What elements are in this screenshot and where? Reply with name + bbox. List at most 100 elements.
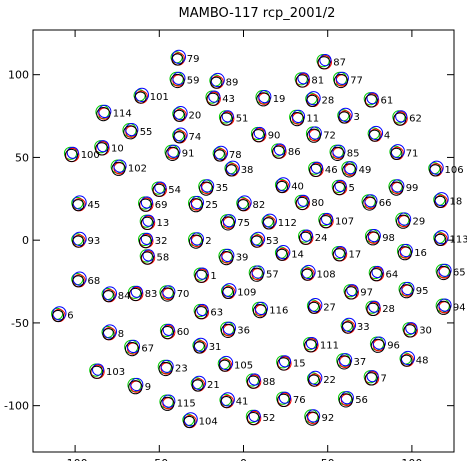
channel-label-24: 24 [315,233,328,244]
channel-label-23: 23 [175,364,188,375]
beam-circle-35-3 [199,181,214,196]
channel-label-95: 95 [416,286,429,297]
beam-circle-75-3 [220,216,236,231]
beam-circle-103-2 [92,363,105,376]
channel-label-15: 15 [293,359,306,370]
beam-circle-27-3 [307,301,320,314]
channel-label-103: 103 [106,367,125,378]
channel-label-37: 37 [354,357,367,368]
channel-label-5: 5 [349,183,355,194]
channel-label-77: 77 [350,76,363,87]
channel-label-101: 101 [150,92,169,103]
beam-circle-21-3 [191,379,204,392]
channel-label-16: 16 [414,248,427,259]
channel-label-27: 27 [323,302,336,313]
beam-circle-60-3 [160,326,174,340]
beam-circle-13-3 [140,216,154,230]
channel-label-93: 93 [88,236,101,247]
beam-circle-22-3 [307,374,320,387]
beam-circle-63-2 [196,303,209,317]
beam-circle-19-2 [258,90,272,104]
beam-circle-68-3 [72,275,85,288]
channel-label-94: 94 [453,302,466,313]
channel-label-45: 45 [88,200,101,211]
beam-circle-64-3 [369,268,383,282]
beam-circle-90-3 [251,129,265,143]
channel-label-89: 89 [226,77,239,88]
beam-circle-14-3 [275,248,288,261]
channel-label-98: 98 [382,233,395,244]
beam-circle-61-2 [366,92,379,105]
beam-circle-17-2 [334,246,347,259]
beam-circle-36-2 [222,321,236,335]
channel-label-70: 70 [177,289,190,300]
channel-label-109: 109 [237,288,256,299]
beam-circle-77-2 [335,71,349,85]
beam-circle-80-3 [295,196,309,211]
channel-label-92: 92 [322,413,335,424]
beam-circle-114-3 [96,107,111,122]
channel-label-91: 91 [182,149,195,160]
beam-circle-115-2 [162,394,176,408]
beam-circle-3-3 [338,111,351,124]
channel-label-99: 99 [406,183,419,194]
beam-circle-85-3 [330,146,345,161]
beam-circle-109-3 [221,286,235,299]
channel-label-53: 53 [266,236,279,247]
beam-circle-59-2 [172,71,186,85]
channel-label-83: 83 [145,289,158,300]
beam-circle-98-3 [365,231,380,246]
data-marks [51,49,452,429]
beam-circle-80-2 [297,194,310,207]
beam-circle-29-2 [398,212,412,226]
channel-label-62: 62 [409,114,422,125]
beam-circle-67-3 [125,342,140,357]
beam-circle-17-3 [332,248,346,262]
channel-label-96: 96 [387,340,400,351]
beam-circle-1-2 [196,267,209,280]
beam-circle-101-3 [134,91,147,104]
beam-circle-76-2 [278,391,292,404]
beam-circle-111-3 [304,339,318,353]
beam-circle-63-3 [194,306,208,320]
beam-circle-7-2 [366,370,379,383]
beam-circle-87-3 [317,56,331,70]
channel-label-55: 55 [140,127,153,138]
beam-circle-70-2 [162,285,176,299]
channel-label-87: 87 [333,57,346,68]
x-tick-label-3: 50 [321,457,335,461]
beam-circle-29-3 [396,214,411,229]
channel-label-108: 108 [317,269,336,280]
beam-circle-59-3 [170,73,185,89]
beam-circle-7-3 [364,372,378,386]
channel-label-51: 51 [236,114,249,125]
beam-circle-105-3 [218,359,231,372]
channel-label-90: 90 [268,130,281,141]
channel-label-105: 105 [234,360,253,371]
beam-circle-112-3 [262,217,275,230]
beam-circle-111-2 [305,337,319,350]
beam-circle-52-3 [246,412,260,426]
beam-circle-86-3 [272,145,286,159]
channel-label-35: 35 [216,183,229,194]
y-tick-label-0: -100 [4,400,29,413]
beam-circle-94-2 [438,298,452,312]
axis-ticks: -100 -50 0 50 100 -100 -50 0 50 100 [4,30,454,461]
beam-circle-98-2 [367,229,381,243]
beam-circle-23-2 [160,359,174,373]
beam-circle-113-3 [434,233,447,246]
beam-circle-18-3 [434,195,447,208]
channel-label-69: 69 [155,200,168,211]
beam-circle-37-2 [339,353,353,367]
beam-circle-32-2 [140,232,153,245]
beam-circle-61-3 [364,94,378,108]
channel-label-46: 46 [325,165,338,176]
channel-label-112: 112 [278,218,297,229]
channel-label-75: 75 [237,218,250,229]
beam-circle-114-2 [98,104,112,119]
beam-circle-84-3 [102,290,115,303]
beam-circle-74-3 [173,131,186,144]
beam-circle-19-3 [256,92,271,107]
beam-circle-90-2 [253,126,266,140]
beam-circle-15-3 [277,357,291,371]
